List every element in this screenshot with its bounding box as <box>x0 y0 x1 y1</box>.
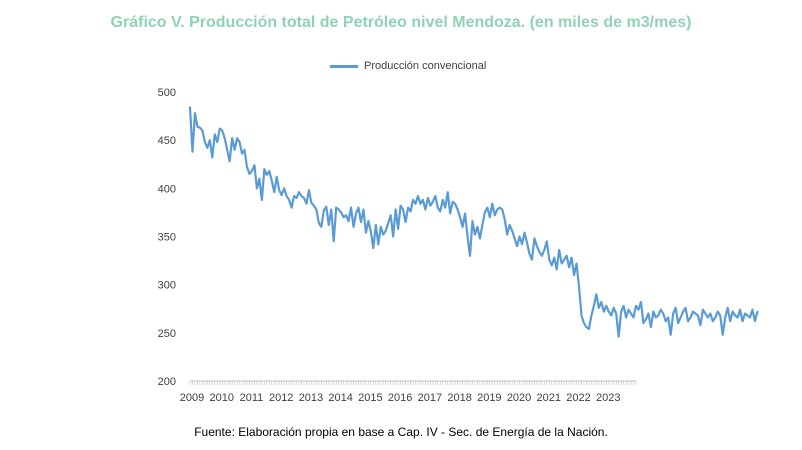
x-tick-label: 2019 <box>477 392 501 404</box>
x-tick-label: 2022 <box>566 392 590 404</box>
legend-label: Producción convencional <box>364 60 487 72</box>
y-tick-label: 450 <box>158 135 176 147</box>
chart-title: Gráfico V. Producción total de Petróleo … <box>110 14 692 31</box>
x-tick-label: 2014 <box>328 392 352 404</box>
x-tick-label: 2017 <box>418 392 442 404</box>
x-tick-label: 2015 <box>358 392 382 404</box>
x-tick-label: 2020 <box>507 392 531 404</box>
series-line-0 <box>188 106 759 338</box>
x-tick-label: 2021 <box>537 392 561 404</box>
x-tick-label: 2010 <box>209 392 233 404</box>
legend-swatch <box>330 64 358 68</box>
x-tick-label: 2023 <box>596 392 620 404</box>
y-tick-label: 250 <box>158 328 176 340</box>
y-tick-label: 400 <box>158 183 176 195</box>
x-tick-label: 2012 <box>269 392 293 404</box>
x-tick-label: 2009 <box>180 392 204 404</box>
y-tick-label: 350 <box>158 232 176 244</box>
y-tick-label: 500 <box>158 87 176 99</box>
source-note: Fuente: Elaboración propia en base a Cap… <box>194 425 608 439</box>
x-tick-label: 2018 <box>447 392 471 404</box>
y-tick-label: 300 <box>158 280 176 292</box>
x-tick-label: 2011 <box>240 392 264 404</box>
chart-legend: Producción convencional <box>330 60 486 72</box>
x-tick-label: 2016 <box>388 392 412 404</box>
y-tick-label: 200 <box>158 376 176 388</box>
x-tick-label: 2013 <box>299 392 323 404</box>
